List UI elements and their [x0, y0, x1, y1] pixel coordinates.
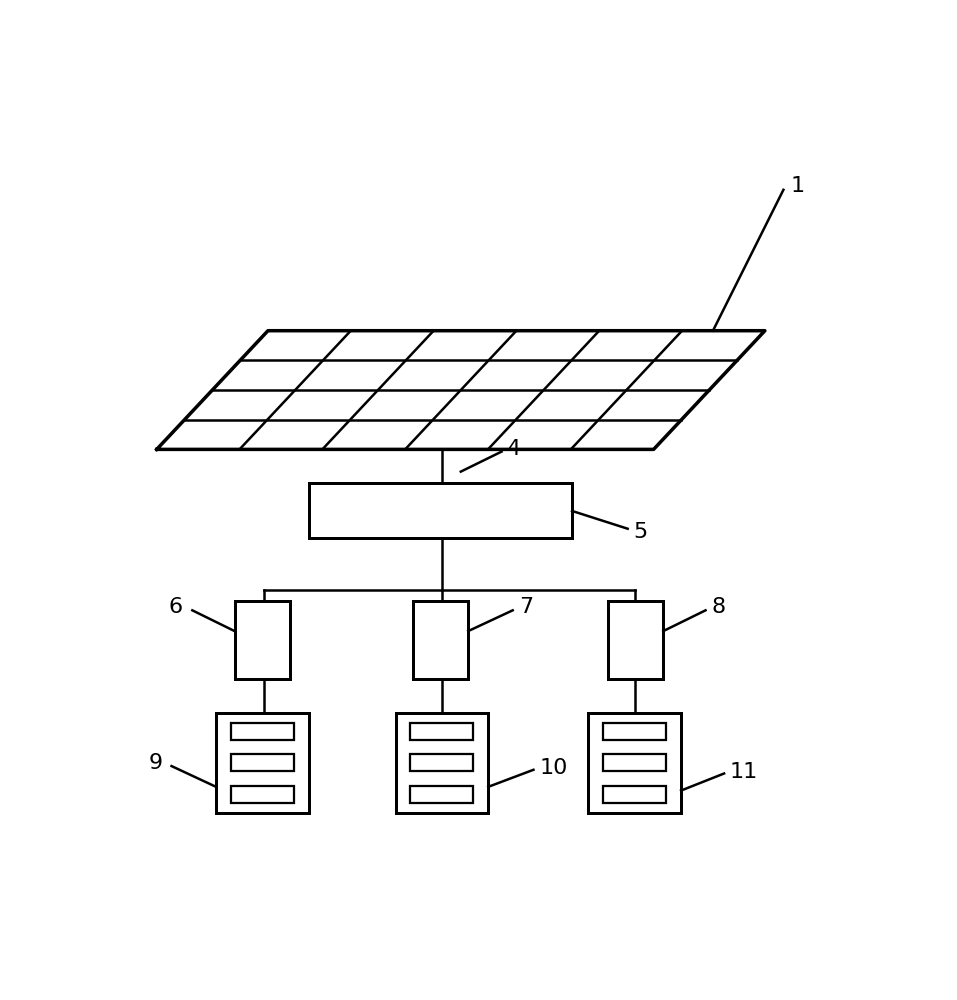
Bar: [231, 754, 294, 771]
Text: 5: 5: [634, 522, 648, 542]
Bar: [231, 786, 294, 803]
Text: 11: 11: [730, 762, 758, 782]
Text: 4: 4: [507, 439, 521, 459]
Bar: [231, 723, 294, 740]
Text: 8: 8: [711, 597, 725, 617]
Bar: [603, 723, 666, 740]
Bar: [603, 786, 666, 803]
Text: 9: 9: [148, 753, 163, 773]
Bar: [216, 713, 309, 813]
Text: 1: 1: [790, 176, 805, 196]
Bar: [395, 713, 488, 813]
Bar: [589, 713, 681, 813]
Bar: [411, 786, 474, 803]
Bar: [309, 483, 572, 538]
Bar: [411, 754, 474, 771]
Bar: [234, 601, 290, 679]
Text: 6: 6: [168, 597, 183, 617]
Text: 10: 10: [540, 758, 568, 778]
Bar: [412, 601, 468, 679]
Text: 7: 7: [519, 597, 533, 617]
Bar: [608, 601, 663, 679]
Bar: [603, 754, 666, 771]
Bar: [411, 723, 474, 740]
